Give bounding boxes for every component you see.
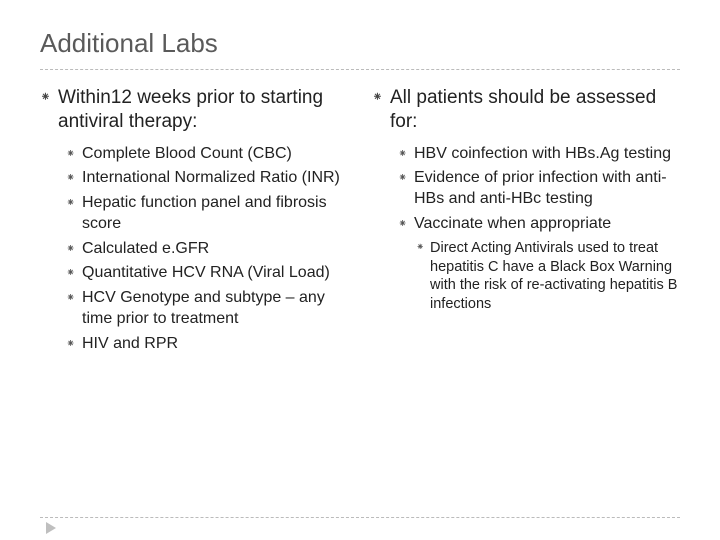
content-columns: ⁕ Within12 weeks prior to starting antiv… <box>40 86 680 359</box>
left-column: ⁕ Within12 weeks prior to starting antiv… <box>40 86 348 359</box>
list-item-text: Vaccinate when appropriate <box>414 214 611 235</box>
bullet-icon: ⁕ <box>66 242 82 255</box>
list-item-text: International Normalized Ratio (INR) <box>82 168 340 189</box>
bullet-icon: ⁕ <box>66 196 82 209</box>
left-list: ⁕Complete Blood Count (CBC) ⁕Internation… <box>66 144 348 355</box>
list-item-text: HIV and RPR <box>82 334 178 355</box>
list-item: ⁕International Normalized Ratio (INR) <box>66 168 348 189</box>
list-item-text: Direct Acting Antivirals used to treat h… <box>430 239 680 314</box>
slide-title: Additional Labs <box>40 28 680 59</box>
bullet-icon: ⁕ <box>416 242 430 253</box>
list-item: ⁕HBV coinfection with HBs.Ag testing <box>398 144 680 165</box>
right-sublist: ⁕Direct Acting Antivirals used to treat … <box>416 239 680 314</box>
bullet-icon: ⁕ <box>372 90 390 105</box>
right-lead-text: All patients should be assessed for: <box>390 86 680 134</box>
right-lead: ⁕ All patients should be assessed for: <box>372 86 680 134</box>
bullet-icon: ⁕ <box>66 147 82 160</box>
list-item: ⁕Vaccinate when appropriate <box>398 214 680 235</box>
arrow-icon <box>46 522 56 534</box>
list-item-text: Complete Blood Count (CBC) <box>82 144 292 165</box>
bullet-icon: ⁕ <box>40 90 58 105</box>
list-item: ⁕HCV Genotype and subtype – any time pri… <box>66 288 348 330</box>
list-item-text: HCV Genotype and subtype – any time prio… <box>82 288 348 330</box>
list-item: ⁕Hepatic function panel and fibrosis sco… <box>66 193 348 235</box>
list-item: ⁕HIV and RPR <box>66 334 348 355</box>
bullet-icon: ⁕ <box>398 217 414 230</box>
bullet-icon: ⁕ <box>398 171 414 184</box>
footer-divider <box>40 517 680 518</box>
list-item-text: Evidence of prior infection with anti-HB… <box>414 168 680 210</box>
left-lead-text: Within12 weeks prior to starting antivir… <box>58 86 348 134</box>
bullet-icon: ⁕ <box>66 337 82 350</box>
list-item-text: Quantitative HCV RNA (Viral Load) <box>82 263 330 284</box>
list-item-text: Calculated e.GFR <box>82 239 209 260</box>
right-list: ⁕HBV coinfection with HBs.Ag testing ⁕Ev… <box>398 144 680 235</box>
list-item: ⁕Direct Acting Antivirals used to treat … <box>416 239 680 314</box>
list-item: ⁕Evidence of prior infection with anti-H… <box>398 168 680 210</box>
title-divider <box>40 69 680 70</box>
bullet-icon: ⁕ <box>398 147 414 160</box>
bullet-icon: ⁕ <box>66 266 82 279</box>
list-item-text: HBV coinfection with HBs.Ag testing <box>414 144 671 165</box>
right-column: ⁕ All patients should be assessed for: ⁕… <box>372 86 680 359</box>
bullet-icon: ⁕ <box>66 291 82 304</box>
bullet-icon: ⁕ <box>66 171 82 184</box>
list-item: ⁕Calculated e.GFR <box>66 239 348 260</box>
list-item-text: Hepatic function panel and fibrosis scor… <box>82 193 348 235</box>
left-lead: ⁕ Within12 weeks prior to starting antiv… <box>40 86 348 134</box>
list-item: ⁕Complete Blood Count (CBC) <box>66 144 348 165</box>
list-item: ⁕Quantitative HCV RNA (Viral Load) <box>66 263 348 284</box>
